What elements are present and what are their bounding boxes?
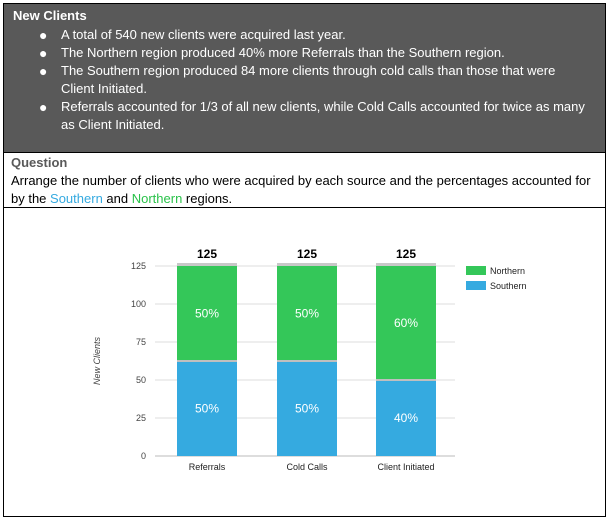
x-tick-label: Client Initiated (377, 462, 434, 472)
question-title: Question (11, 155, 68, 170)
y-tick-label: 50 (136, 375, 146, 385)
legend-swatch-southern (466, 281, 486, 290)
data-label-southern: 50% (195, 402, 219, 416)
bullet-icon: ● (39, 27, 48, 43)
bar-top-cap (376, 263, 436, 266)
x-tick-label: Referrals (189, 462, 226, 472)
y-tick-label: 125 (131, 261, 146, 271)
y-tick-label: 25 (136, 413, 146, 423)
bar-northern (376, 266, 436, 380)
bar-total-label: 125 (396, 247, 416, 261)
legend-label-northern: Northern (490, 266, 525, 276)
info-bullet: ● Referrals accounted for 1/3 of all new … (39, 99, 585, 132)
northern-highlight: Northern (131, 191, 183, 206)
bar-northern (277, 266, 337, 361)
bullet-icon: ● (39, 63, 48, 79)
southern-highlight: Southern (50, 191, 103, 206)
info-panel: New Clients ● A total of 540 new clients … (4, 4, 605, 152)
bullet-icon: ● (39, 45, 48, 61)
data-label-northern: 60% (394, 316, 418, 330)
info-bullet: ● The Northern region produced 40% more R… (39, 45, 505, 61)
chart-separator (4, 207, 605, 208)
x-tick-label: Cold Calls (286, 462, 328, 472)
y-tick-label: 75 (136, 337, 146, 347)
info-bullet-list: ● A total of 540 new clients were acquire… (4, 26, 605, 134)
page-frame (3, 3, 606, 517)
bar-southern (277, 361, 337, 456)
info-bullet: ● The Southern region produced 84 more cl… (39, 63, 556, 96)
bar-southern (376, 380, 436, 456)
legend-label-southern: Southern (490, 281, 527, 291)
info-bullet: ● A total of 540 new clients were acquire… (39, 27, 346, 43)
data-label-southern: 50% (295, 402, 319, 416)
y-tick-label: 100 (131, 299, 146, 309)
bar-southern (177, 361, 237, 456)
question-text: Arrange the number of clients who were a… (11, 173, 591, 206)
data-label-northern: 50% (195, 307, 219, 321)
bar-total-label: 125 (297, 247, 317, 261)
y-tick-label: 0 (141, 451, 146, 461)
y-axis-label: New Clients (92, 336, 102, 385)
bar-northern (177, 266, 237, 361)
bar-total-label: 125 (197, 247, 217, 261)
legend-swatch-northern (466, 266, 486, 275)
info-title: New Clients (13, 8, 87, 23)
data-label-southern: 40% (394, 411, 418, 425)
question-separator (4, 152, 605, 153)
bar-top-cap (277, 263, 337, 266)
data-label-northern: 50% (295, 307, 319, 321)
bullet-icon: ● (39, 99, 48, 115)
bar-top-cap (177, 263, 237, 266)
